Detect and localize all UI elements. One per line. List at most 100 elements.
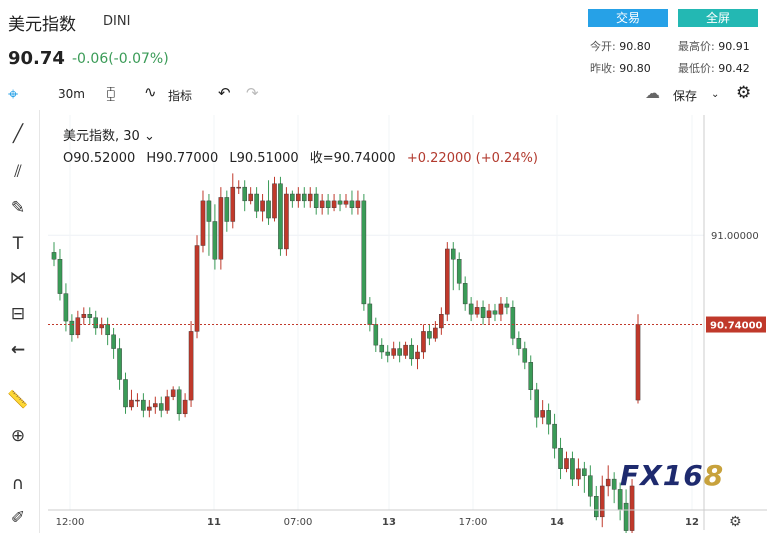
y-tick-label: 91.00000	[711, 231, 759, 242]
candle-body	[302, 193, 307, 202]
low-stat: 最低价: 90.42	[678, 60, 750, 76]
candle-body	[331, 200, 337, 208]
legend-close: 收=90.74000	[309, 151, 396, 166]
indicators-icon[interactable]: ∿	[144, 83, 157, 101]
candle-body	[153, 403, 158, 408]
chevron-down-icon[interactable]: ⌄	[711, 89, 720, 100]
candle-body	[576, 468, 581, 480]
candle-body	[63, 293, 69, 322]
candle-body	[492, 310, 498, 315]
low-value: 90.42	[718, 62, 750, 75]
candle-body	[111, 334, 116, 349]
fullscreen-button[interactable]: 全屏	[678, 9, 758, 27]
candle-body	[242, 186, 247, 202]
candle-body	[468, 303, 474, 315]
indicators-button[interactable]: 指标	[168, 89, 193, 103]
candle-body	[290, 193, 295, 202]
redo-icon[interactable]: ↷	[246, 84, 259, 102]
last-price-tag	[706, 316, 766, 333]
candle-series	[51, 173, 641, 533]
brush-icon[interactable]: ✎	[10, 198, 26, 218]
candle-body	[99, 324, 104, 329]
candle-body	[355, 200, 361, 208]
candle-body	[594, 496, 599, 518]
legend-open: O90.52000	[63, 151, 136, 166]
text-tool-icon[interactable]: T	[12, 234, 24, 254]
x-tick-label: 17:00	[459, 517, 488, 528]
gear-icon[interactable]: ⚙	[729, 514, 742, 530]
zoom-in-icon[interactable]: ⊕	[10, 426, 26, 446]
candle-body	[296, 193, 301, 202]
low-label: 最低价:	[678, 62, 715, 75]
fib-tool-icon[interactable]: ⫽	[14, 162, 22, 182]
candle-body	[588, 475, 593, 497]
candle-body	[319, 200, 325, 208]
gear-icon[interactable]: ⚙	[736, 83, 752, 103]
chart-legend-title[interactable]: 美元指数, 30 ⌄	[63, 125, 155, 144]
magnet-icon[interactable]: ∩	[11, 474, 25, 494]
open-label: 今开:	[590, 40, 616, 53]
trade-button[interactable]: 交易	[588, 9, 668, 27]
candle-body	[582, 468, 587, 476]
pattern-icon[interactable]: ⋈	[9, 268, 27, 288]
candle-body	[570, 458, 575, 480]
candle-body	[284, 193, 289, 250]
pencil-lock-icon[interactable]: ✐	[10, 508, 26, 528]
x-tick-label: 12	[685, 517, 699, 528]
candle-body	[415, 351, 420, 360]
candle-body	[105, 324, 110, 336]
candle-body	[522, 348, 528, 363]
fx168-logo: FX168	[620, 459, 725, 492]
x-tick-label: 14	[550, 517, 564, 528]
candle-body	[254, 193, 259, 212]
undo-icon[interactable]: ↶	[218, 84, 231, 102]
crosshair-icon[interactable]: ⌖	[8, 84, 19, 105]
candle-body	[397, 348, 402, 356]
candle-body	[433, 327, 438, 339]
candle-body	[75, 317, 81, 336]
measure-icon[interactable]: ⊟	[10, 304, 26, 324]
candlestick-icon[interactable]: ⧮	[106, 84, 116, 102]
candle-body	[224, 197, 230, 222]
prev-close-value: 90.80	[619, 62, 651, 75]
candle-body	[450, 248, 456, 260]
legend-high: H90.77000	[146, 151, 219, 166]
candle-body	[337, 200, 343, 205]
candle-body	[248, 193, 253, 202]
trend-line-icon[interactable]: ╱	[12, 124, 24, 144]
candle-body	[158, 403, 164, 411]
x-tick-label: 12:00	[56, 517, 85, 528]
candle-body	[367, 303, 373, 325]
prev-close-label: 昨收:	[590, 62, 616, 75]
price-change: -0.06(-0.07%)	[72, 51, 169, 67]
quote-header: 美元指数 DINI 90.74 -0.06(-0.07%) 交易 全屏 今开: …	[0, 0, 767, 78]
high-label: 最高价:	[678, 40, 715, 53]
candle-body	[325, 200, 331, 208]
candle-body	[343, 200, 349, 205]
candle-body	[605, 478, 611, 487]
x-tick-label: 13	[382, 517, 396, 528]
candle-body	[200, 200, 206, 246]
last-price: 90.74	[8, 48, 65, 69]
candle-body	[206, 200, 212, 222]
candle-body	[486, 310, 492, 318]
ruler-icon[interactable]: 📏	[7, 390, 29, 410]
candle-body	[611, 478, 617, 490]
candle-body	[599, 485, 605, 518]
save-button[interactable]: 保存	[673, 89, 698, 103]
candle-body	[81, 314, 87, 318]
candle-body	[421, 331, 426, 353]
candle-body	[182, 399, 188, 415]
candle-body	[534, 389, 539, 418]
chevron-down-icon[interactable]: ⌄	[139, 129, 155, 144]
candle-body	[194, 245, 200, 332]
candle-body	[391, 348, 396, 356]
candle-body	[456, 259, 462, 284]
back-arrow-icon[interactable]: ←	[10, 340, 26, 360]
open-stat: 今开: 90.80	[590, 38, 651, 54]
interval-selector[interactable]: 30m	[58, 87, 85, 101]
candle-body	[558, 447, 563, 469]
candle-body	[349, 200, 355, 208]
last-price-label: 90.74000	[710, 321, 763, 332]
